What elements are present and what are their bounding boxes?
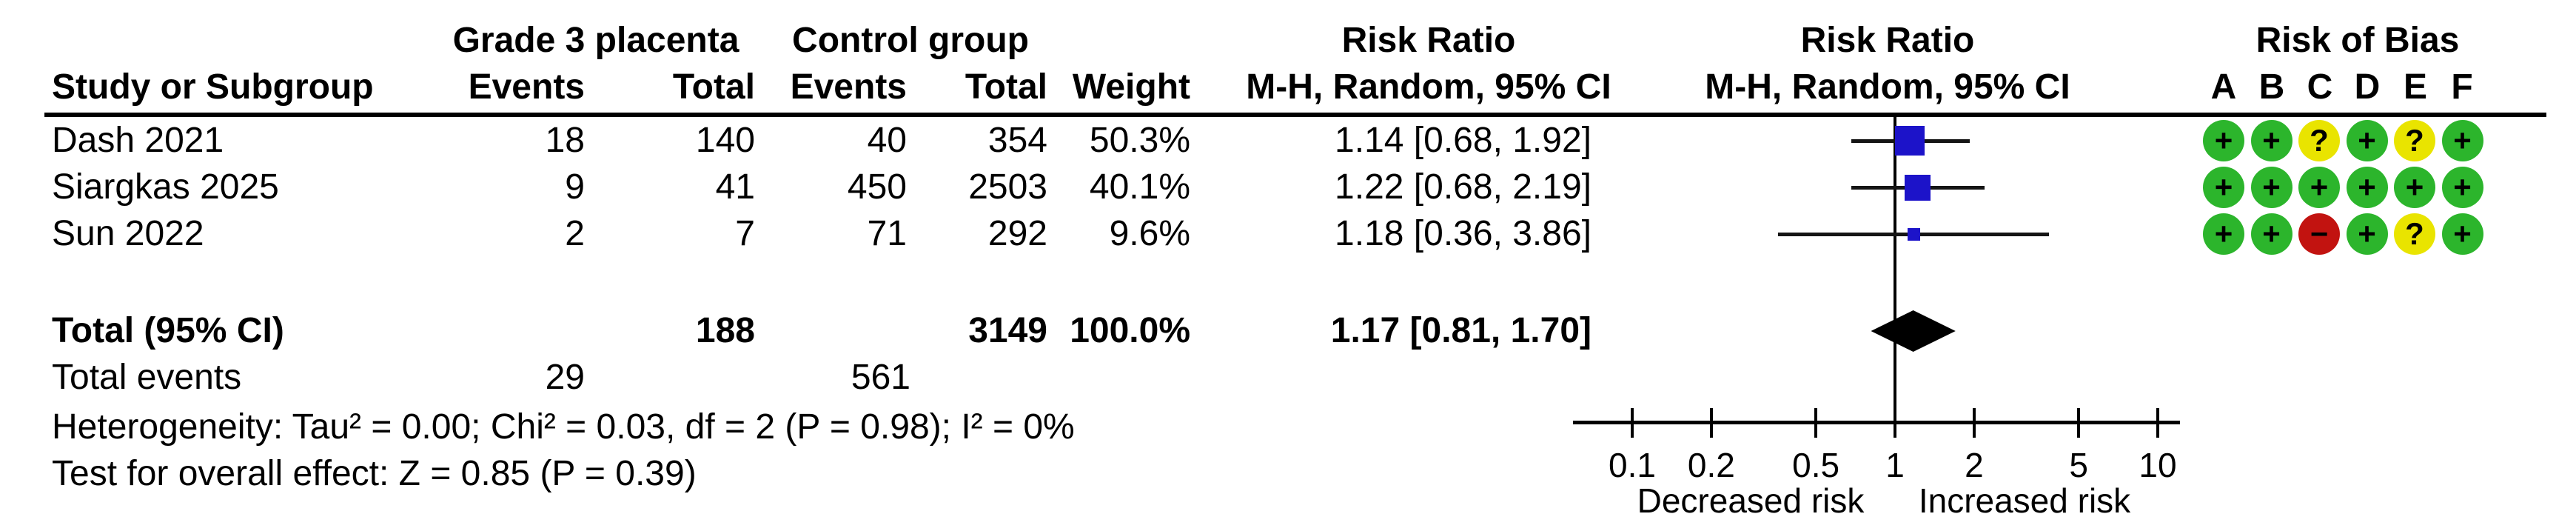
bias-letter-e: E [2403,67,2427,107]
axis-tick [1709,408,1713,438]
total-row-label: Total (95% CI) [52,311,284,350]
cell-rr-text: 1.22 [0.68, 2.19] [1335,167,1591,207]
bias-judgement-icon: + [2203,120,2244,161]
cell-ctrl-total: 2503 [968,167,1047,207]
cell-weight: 50.3% [1089,121,1190,160]
cell-ctrl-events: 450 [847,167,907,207]
col-header-ci-plot: M-H, Random, 95% CI [1705,67,2070,107]
study-name: Dash 2021 [52,121,224,160]
cell-ctrl-events: 71 [867,214,907,253]
total-events-exp: 29 [545,358,585,397]
bias-judgement-icon: + [2203,213,2244,255]
cell-exp-total: 7 [735,214,755,253]
cell-weight: 9.6% [1109,214,1190,253]
bias-judgement-icon: ? [2298,120,2340,161]
axis-tick-label: 0.1 [1609,446,1656,484]
cell-ctrl-total: 292 [987,214,1047,253]
cell-exp-total: 140 [695,121,755,160]
bias-judgement-icon: + [2441,167,2483,208]
bias-letter-d: D [2354,67,2381,107]
cell-weight: 40.1% [1089,167,1190,207]
cell-rr-text: 1.14 [0.68, 1.92] [1335,121,1591,160]
cell-exp-events: 2 [565,214,585,253]
bias-judgement-icon: + [2298,167,2340,208]
bias-judgement-icon: + [2250,167,2292,208]
bias-judgement-icon: + [2441,213,2483,255]
group-header-risk-ratio-plot: Risk Ratio [1800,21,1975,60]
cell-rr-text: 1.18 [0.36, 3.86] [1335,214,1591,253]
col-header-exp-total: Total [672,67,755,107]
col-header-ctrl-total: Total [965,67,1047,107]
x-axis-line [1573,421,2180,424]
bias-judgement-icon: + [2346,120,2388,161]
summary-diamond [1871,310,1956,352]
axis-tick [2077,408,2081,438]
total-events-label: Total events [52,358,242,397]
study-name: Sun 2022 [52,214,204,253]
axis-tick-label: 1 [1885,446,1905,484]
axis-right-label: Increased risk [1918,481,2131,520]
header-separator-line [44,113,2546,117]
group-header-control: Control group [792,21,1029,60]
overall-effect-line: Test for overall effect: Z = 0.85 (P = 0… [52,454,697,493]
axis-tick-label: 5 [2069,446,2088,484]
bias-judgement-icon: + [2441,120,2483,161]
cell-ctrl-total: 354 [987,121,1047,160]
axis-tick-label: 10 [2139,446,2177,484]
bias-judgement-icon: + [2346,167,2388,208]
col-header-exp-events: Events [468,67,585,107]
axis-left-label: Decreased risk [1637,481,1865,520]
total-ctrl-total: 3149 [968,311,1047,350]
group-header-risk-ratio-values: Risk Ratio [1341,21,1516,60]
cell-ctrl-events: 40 [867,121,907,160]
col-header-weight: Weight [1072,67,1190,107]
null-effect-line [1894,117,1896,422]
axis-tick [2156,408,2159,438]
bias-judgement-icon: ? [2394,120,2435,161]
bias-letter-c: C [2307,67,2333,107]
effect-square [1905,174,1931,201]
bias-letter-f: F [2451,67,2473,107]
axis-tick [1631,408,1634,438]
group-header-risk-of-bias: Risk of Bias [2255,21,2460,60]
col-header-study: Study or Subgroup [52,67,374,107]
total-events-ctrl: 561 [851,358,910,397]
axis-tick-label: 2 [1965,446,1984,484]
heterogeneity-line: Heterogeneity: Tau² = 0.00; Chi² = 0.03,… [52,407,1075,447]
total-exp-total: 188 [695,311,755,350]
bias-letter-b: B [2258,67,2285,107]
effect-square [1908,227,1921,241]
bias-judgement-icon: − [2298,213,2340,255]
study-name: Siargkas 2025 [52,167,279,207]
axis-tick-label: 0.5 [1792,446,1840,484]
bias-judgement-icon: + [2203,167,2244,208]
total-weight: 100.0% [1070,311,1190,350]
cell-exp-events: 18 [545,121,585,160]
cell-exp-events: 9 [565,167,585,207]
bias-judgement-icon: + [2394,167,2435,208]
total-rr-text: 1.17 [0.81, 1.70] [1330,311,1591,350]
bias-judgement-icon: ? [2394,213,2435,255]
col-header-ci-values: M-H, Random, 95% CI [1246,67,1611,107]
axis-tick [1814,408,1818,438]
axis-tick [1894,408,1896,438]
group-header-experimental: Grade 3 placenta [452,21,739,60]
bias-letter-a: A [2210,67,2237,107]
axis-tick [1972,408,1976,438]
cell-exp-total: 41 [715,167,755,207]
col-header-ctrl-events: Events [790,67,907,107]
bias-judgement-icon: + [2346,213,2388,255]
bias-judgement-icon: + [2250,120,2292,161]
bias-judgement-icon: + [2250,213,2292,255]
effect-square [1895,126,1925,156]
axis-tick-label: 0.2 [1687,446,1735,484]
